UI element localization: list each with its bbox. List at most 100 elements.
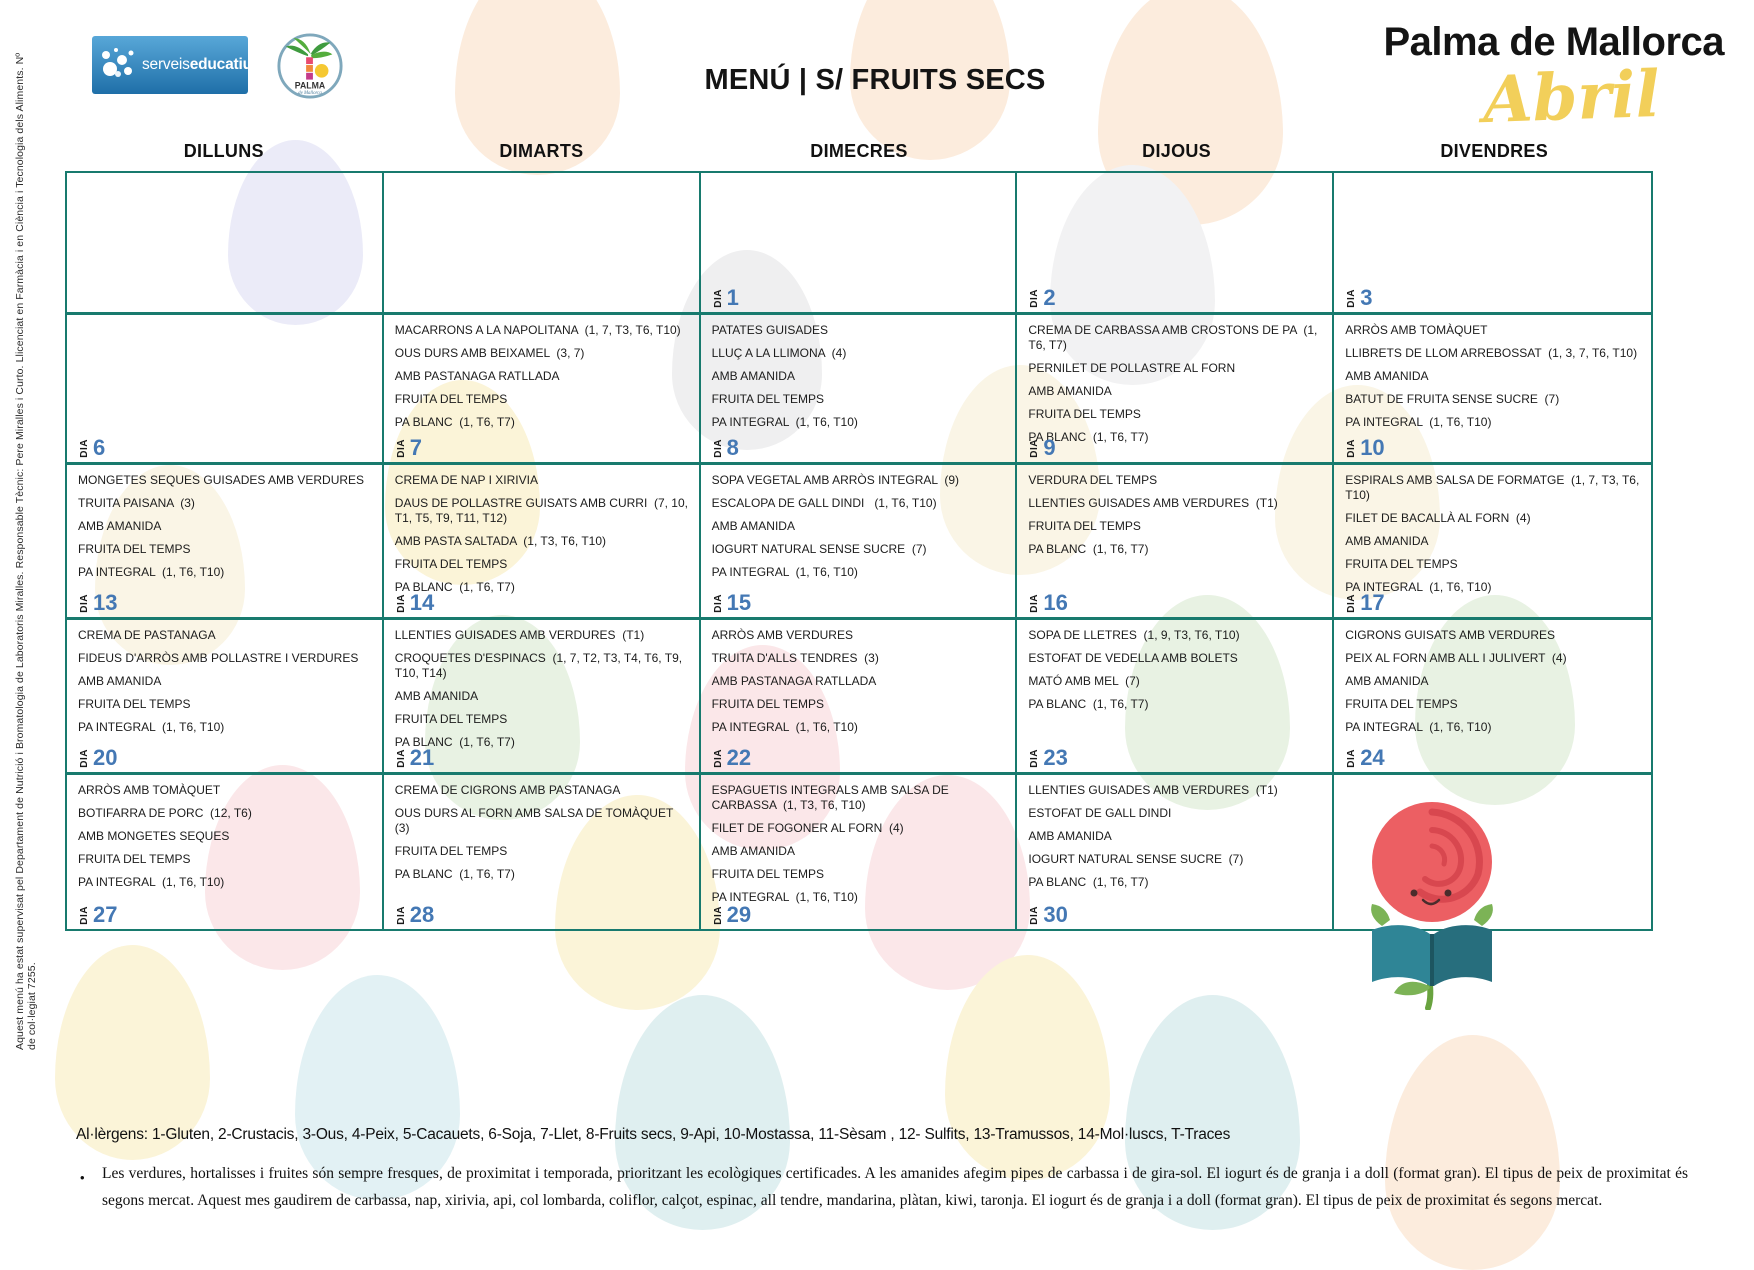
menu-item: FILET DE BACALLÀ AL FORN (4)	[1345, 511, 1531, 525]
menu-item: FRUITA DEL TEMPS	[711, 867, 825, 881]
menu-item: CREMA DE PASTANAGA	[78, 628, 216, 642]
menu-item-list: MACARRONS A LA NAPOLITANA (1, 7, T3, T6,…	[384, 315, 699, 430]
day-label: DIA 6	[79, 437, 105, 459]
menu-item-list	[384, 173, 699, 181]
menu-cell-day-17: ESPIRALS AMB SALSA DE FORMATGE (1, 7, T3…	[1334, 465, 1651, 620]
menu-item: IOGURT NATURAL SENSE SUCRE (7)	[711, 542, 927, 556]
dia-text: DIA	[395, 594, 407, 613]
day-number: 7	[409, 435, 423, 461]
menu-cell-day-13: MONGETES SEQUES GUISADES AMB VERDURES TRU…	[67, 465, 384, 620]
day-number: 9	[1043, 435, 1056, 461]
day-label: DIA 14	[395, 592, 434, 614]
day-label: DIA 22	[712, 747, 751, 769]
menu-item: ARRÒS AMB VERDURES	[711, 628, 853, 642]
menu-item: AMB AMANIDA	[1345, 369, 1429, 383]
menu-cell-day-22: ARRÒS AMB VERDURES TRUITA D'ALLS TENDRES …	[700, 620, 1018, 775]
footer-note: • Les verdures, hortalisses i fruites só…	[76, 1160, 1688, 1214]
menu-item: PA BLANC (1, T6, T7)	[394, 867, 515, 881]
menu-cell-day-21: LLENTIES GUISADES AMB VERDURES (T1) CROQU…	[383, 620, 701, 775]
day-number: 8	[726, 435, 739, 461]
menu-item: FRUITA DEL TEMPS	[1345, 557, 1458, 571]
day-number: 21	[409, 745, 435, 771]
menu-item: OUS DURS AL FORN AMB SALSA DE TOMÀQUET (…	[394, 806, 680, 835]
dia-text: DIA	[712, 749, 724, 768]
day-number: 28	[409, 902, 435, 928]
rose-book-illustration-icon	[1352, 790, 1512, 1015]
menu-item: DAUS DE POLLASTRE GUISATS AMB CURRI (7, …	[394, 496, 692, 525]
menu-item: FRUITA DEL TEMPS	[78, 852, 191, 866]
weekday-divendres: DIVENDRES	[1440, 141, 1549, 161]
day-label: DIA 9	[1029, 435, 1056, 461]
menu-item-list	[67, 173, 382, 181]
menu-item-list: ARRÒS AMB TOMÀQUET BOTIFARRA DE PORC (12,…	[67, 775, 382, 890]
day-number: 16	[1043, 590, 1068, 616]
day-label: DIA 13	[79, 592, 117, 614]
menu-item: PA BLANC (1, T6, T7)	[1028, 875, 1149, 889]
menu-item: AMB PASTANAGA RATLLADA	[711, 674, 877, 688]
dia-text: DIA	[1029, 289, 1041, 308]
menu-item-list: CREMA DE PASTANAGA FIDEUS D'ARRÒS AMB POL…	[67, 620, 382, 735]
menu-item-list: VERDURA DEL TEMPS LLENTIES GUISADES AMB V…	[1017, 465, 1332, 557]
menu-item: FRUITA DEL TEMPS	[78, 697, 191, 711]
menu-cell-day-1: DIA 1	[700, 173, 1018, 315]
menu-item-list: MONGETES SEQUES GUISADES AMB VERDURES TRU…	[67, 465, 382, 580]
menu-item-list: SOPA VEGETAL AMB ARRÒS INTEGRAL (9) ESCAL…	[701, 465, 1016, 580]
weekday-dijous: DIJOUS	[1142, 141, 1211, 161]
menu-item: AMB AMANIDA	[1345, 534, 1429, 548]
menu-item: AMB AMANIDA	[711, 844, 795, 858]
menu-item: PA INTEGRAL (1, T6, T10)	[1345, 415, 1492, 429]
menu-cell-day-27: ARRÒS AMB TOMÀQUET BOTIFARRA DE PORC (12,…	[67, 775, 384, 929]
weekday-dilluns: DILLUNS	[183, 141, 264, 161]
menu-item: PA INTEGRAL (1, T6, T10)	[711, 415, 858, 429]
menu-item: PA BLANC (1, T6, T7)	[1028, 542, 1149, 556]
menu-cell-day-9: CREMA DE CARBASSA AMB CROSTONS DE PA (1,…	[1017, 315, 1335, 465]
menu-item: CIGRONS GUISATS AMB VERDURES	[1345, 628, 1555, 642]
menu-item: CROQUETES D'ESPINACS (1, 7, T2, T3, T4, …	[394, 651, 686, 680]
menu-item: LLENTIES GUISADES AMB VERDURES (T1)	[1028, 496, 1278, 510]
menu-item: PA BLANC (1, T6, T7)	[394, 735, 515, 749]
menu-item: AMB PASTA SALTADA (1, T3, T6, T10)	[394, 534, 606, 548]
menu-item: AMB PASTANAGA RATLLADA	[394, 369, 560, 383]
menu-item: PA INTEGRAL (1, T6, T10)	[711, 890, 858, 904]
day-number: 1	[726, 285, 739, 311]
menu-item-list: CREMA DE NAP I XIRIVIA DAUS DE POLLASTRE …	[384, 465, 699, 595]
menu-item: AMB AMANIDA	[78, 674, 162, 688]
menu-item: LLUÇ A LA LLIMONA (4)	[711, 346, 847, 360]
day-number: 3	[1360, 285, 1373, 311]
menu-item: FRUITA DEL TEMPS	[394, 392, 508, 406]
menu-item: AMB AMANIDA	[78, 519, 162, 533]
menu-item-list: PATATES GUISADES LLUÇ A LA LLIMONA (4) AMB…	[701, 315, 1016, 430]
menu-item-list: CREMA DE CARBASSA AMB CROSTONS DE PA (1,…	[1017, 315, 1332, 445]
menu-cell-day-6: DIA 6	[67, 315, 384, 465]
menu-item: ESPIRALS AMB SALSA DE FORMATGE (1, 7, T3…	[1345, 473, 1643, 502]
day-label: DIA 16	[1029, 590, 1068, 616]
day-number: 24	[1360, 745, 1385, 771]
menu-item: CREMA DE NAP I XIRIVIA	[394, 473, 538, 487]
menu-cell-day-14: CREMA DE NAP I XIRIVIA DAUS DE POLLASTRE …	[383, 465, 701, 620]
menu-item-list: SOPA DE LLETRES (1, 9, T3, T6, T10) ESTOF…	[1017, 620, 1332, 712]
dia-text: DIA	[79, 906, 90, 925]
menu-item: PA BLANC (1, T6, T7)	[1028, 697, 1149, 711]
menu-item: PA BLANC (1, T6, T7)	[1028, 430, 1149, 444]
menu-item: MACARRONS A LA NAPOLITANA (1, 7, T3, T6,…	[394, 323, 681, 337]
menu-item: MONGETES SEQUES GUISADES AMB VERDURES	[78, 473, 365, 487]
dia-text: DIA	[79, 594, 90, 613]
menu-item: FIDEUS D'ARRÒS AMB POLLASTRE I VERDURES	[78, 651, 359, 665]
menu-item-list: CIGRONS GUISATS AMB VERDURES PEIX AL FORN…	[1334, 620, 1651, 735]
day-label: DIA 1	[713, 285, 739, 311]
menu-item: PA INTEGRAL (1, T6, T10)	[711, 565, 858, 579]
menu-item: FRUITA DEL TEMPS	[711, 697, 825, 711]
dia-text: DIA	[395, 749, 407, 768]
menu-item: AMB MONGETES SEQUES	[78, 829, 230, 843]
supervision-note: Aquest menú ha estat supervisat pel Depa…	[14, 52, 38, 1050]
day-label: DIA 20	[79, 747, 117, 769]
dia-text: DIA	[79, 749, 90, 768]
menu-item-list: LLENTIES GUISADES AMB VERDURES (T1) CROQU…	[384, 620, 699, 750]
menu-item: ESTOFAT DE GALL DINDI	[1028, 806, 1172, 820]
day-label: DIA 10	[1346, 437, 1384, 459]
day-number: 23	[1043, 745, 1068, 771]
day-number: 15	[726, 590, 752, 616]
menu-item: BATUT DE FRUITA SENSE SUCRE (7)	[1345, 392, 1560, 406]
page-title: MENÚ | S/ FRUITS SECS	[704, 64, 1046, 96]
dia-text: DIA	[1029, 594, 1041, 613]
